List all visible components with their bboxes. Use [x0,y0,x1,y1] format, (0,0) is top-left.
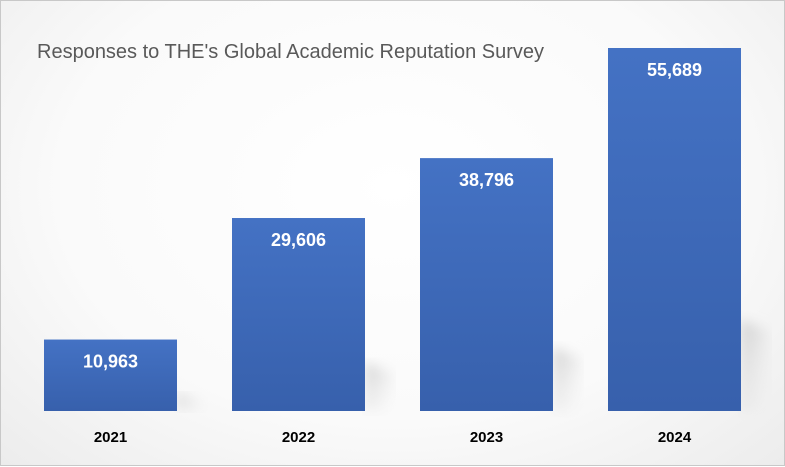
data-label: 29,606 [271,230,326,250]
chart-title: Responses to THE's Global Academic Reput… [37,41,544,63]
bar-2021 [44,339,177,411]
bar-2023 [420,158,553,411]
bar-shadow [365,362,393,411]
bar-shadow [553,347,581,411]
x-tick-label: 2024 [658,429,692,446]
x-tick-label: 2021 [94,429,127,446]
bar-2024 [608,48,741,411]
bar-shadow [741,320,769,411]
bar-shadow [177,393,205,411]
x-tick-label: 2023 [470,429,503,446]
data-label: 38,796 [459,170,514,190]
data-label: 55,689 [647,60,702,80]
bar-2022 [232,218,365,411]
data-label: 10,963 [83,352,138,372]
x-tick-label: 2022 [282,429,315,446]
